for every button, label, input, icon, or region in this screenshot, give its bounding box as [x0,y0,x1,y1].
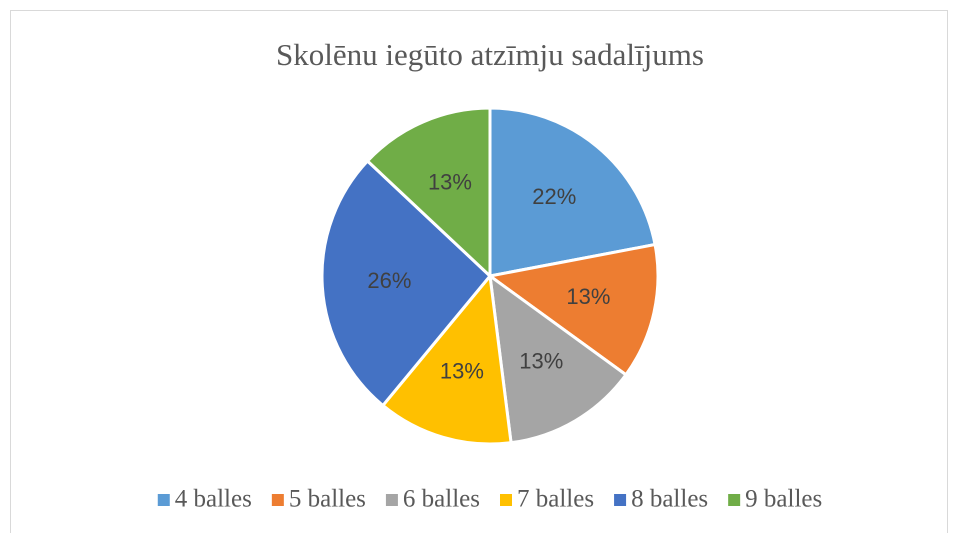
pie-slice [365,106,492,280]
pie-slice [486,242,660,377]
legend-swatch [157,494,170,506]
legend-swatch [271,494,284,506]
legend-label: 4 balles [175,486,252,513]
data-label: 13% [566,284,610,309]
legend-swatch [728,494,741,506]
legend-label: 7 balles [517,486,594,513]
data-label: 13% [440,359,484,384]
legend-label: 6 balles [403,486,480,513]
legend-label: 5 balles [289,486,366,513]
pie-slice [380,272,513,446]
legend-swatch [500,494,512,506]
legend-label: 8 balles [631,486,708,513]
legend: 4 balles 5 balles 6 balles 7 balles 8 balles… [157,486,822,513]
legend-swatch [614,494,627,506]
legend-label: 9 balles [745,486,822,513]
pie-slice [320,158,493,408]
data-label: 26% [367,268,411,293]
pie-slice [488,272,629,445]
pie-slice [488,106,657,278]
data-label: 22% [532,184,576,209]
data-label: 13% [428,169,472,194]
data-label: 13% [519,349,563,374]
chart-title: Skolēnu iegūto atzīmju sadalījums [276,37,704,72]
legend-swatch [385,494,398,506]
